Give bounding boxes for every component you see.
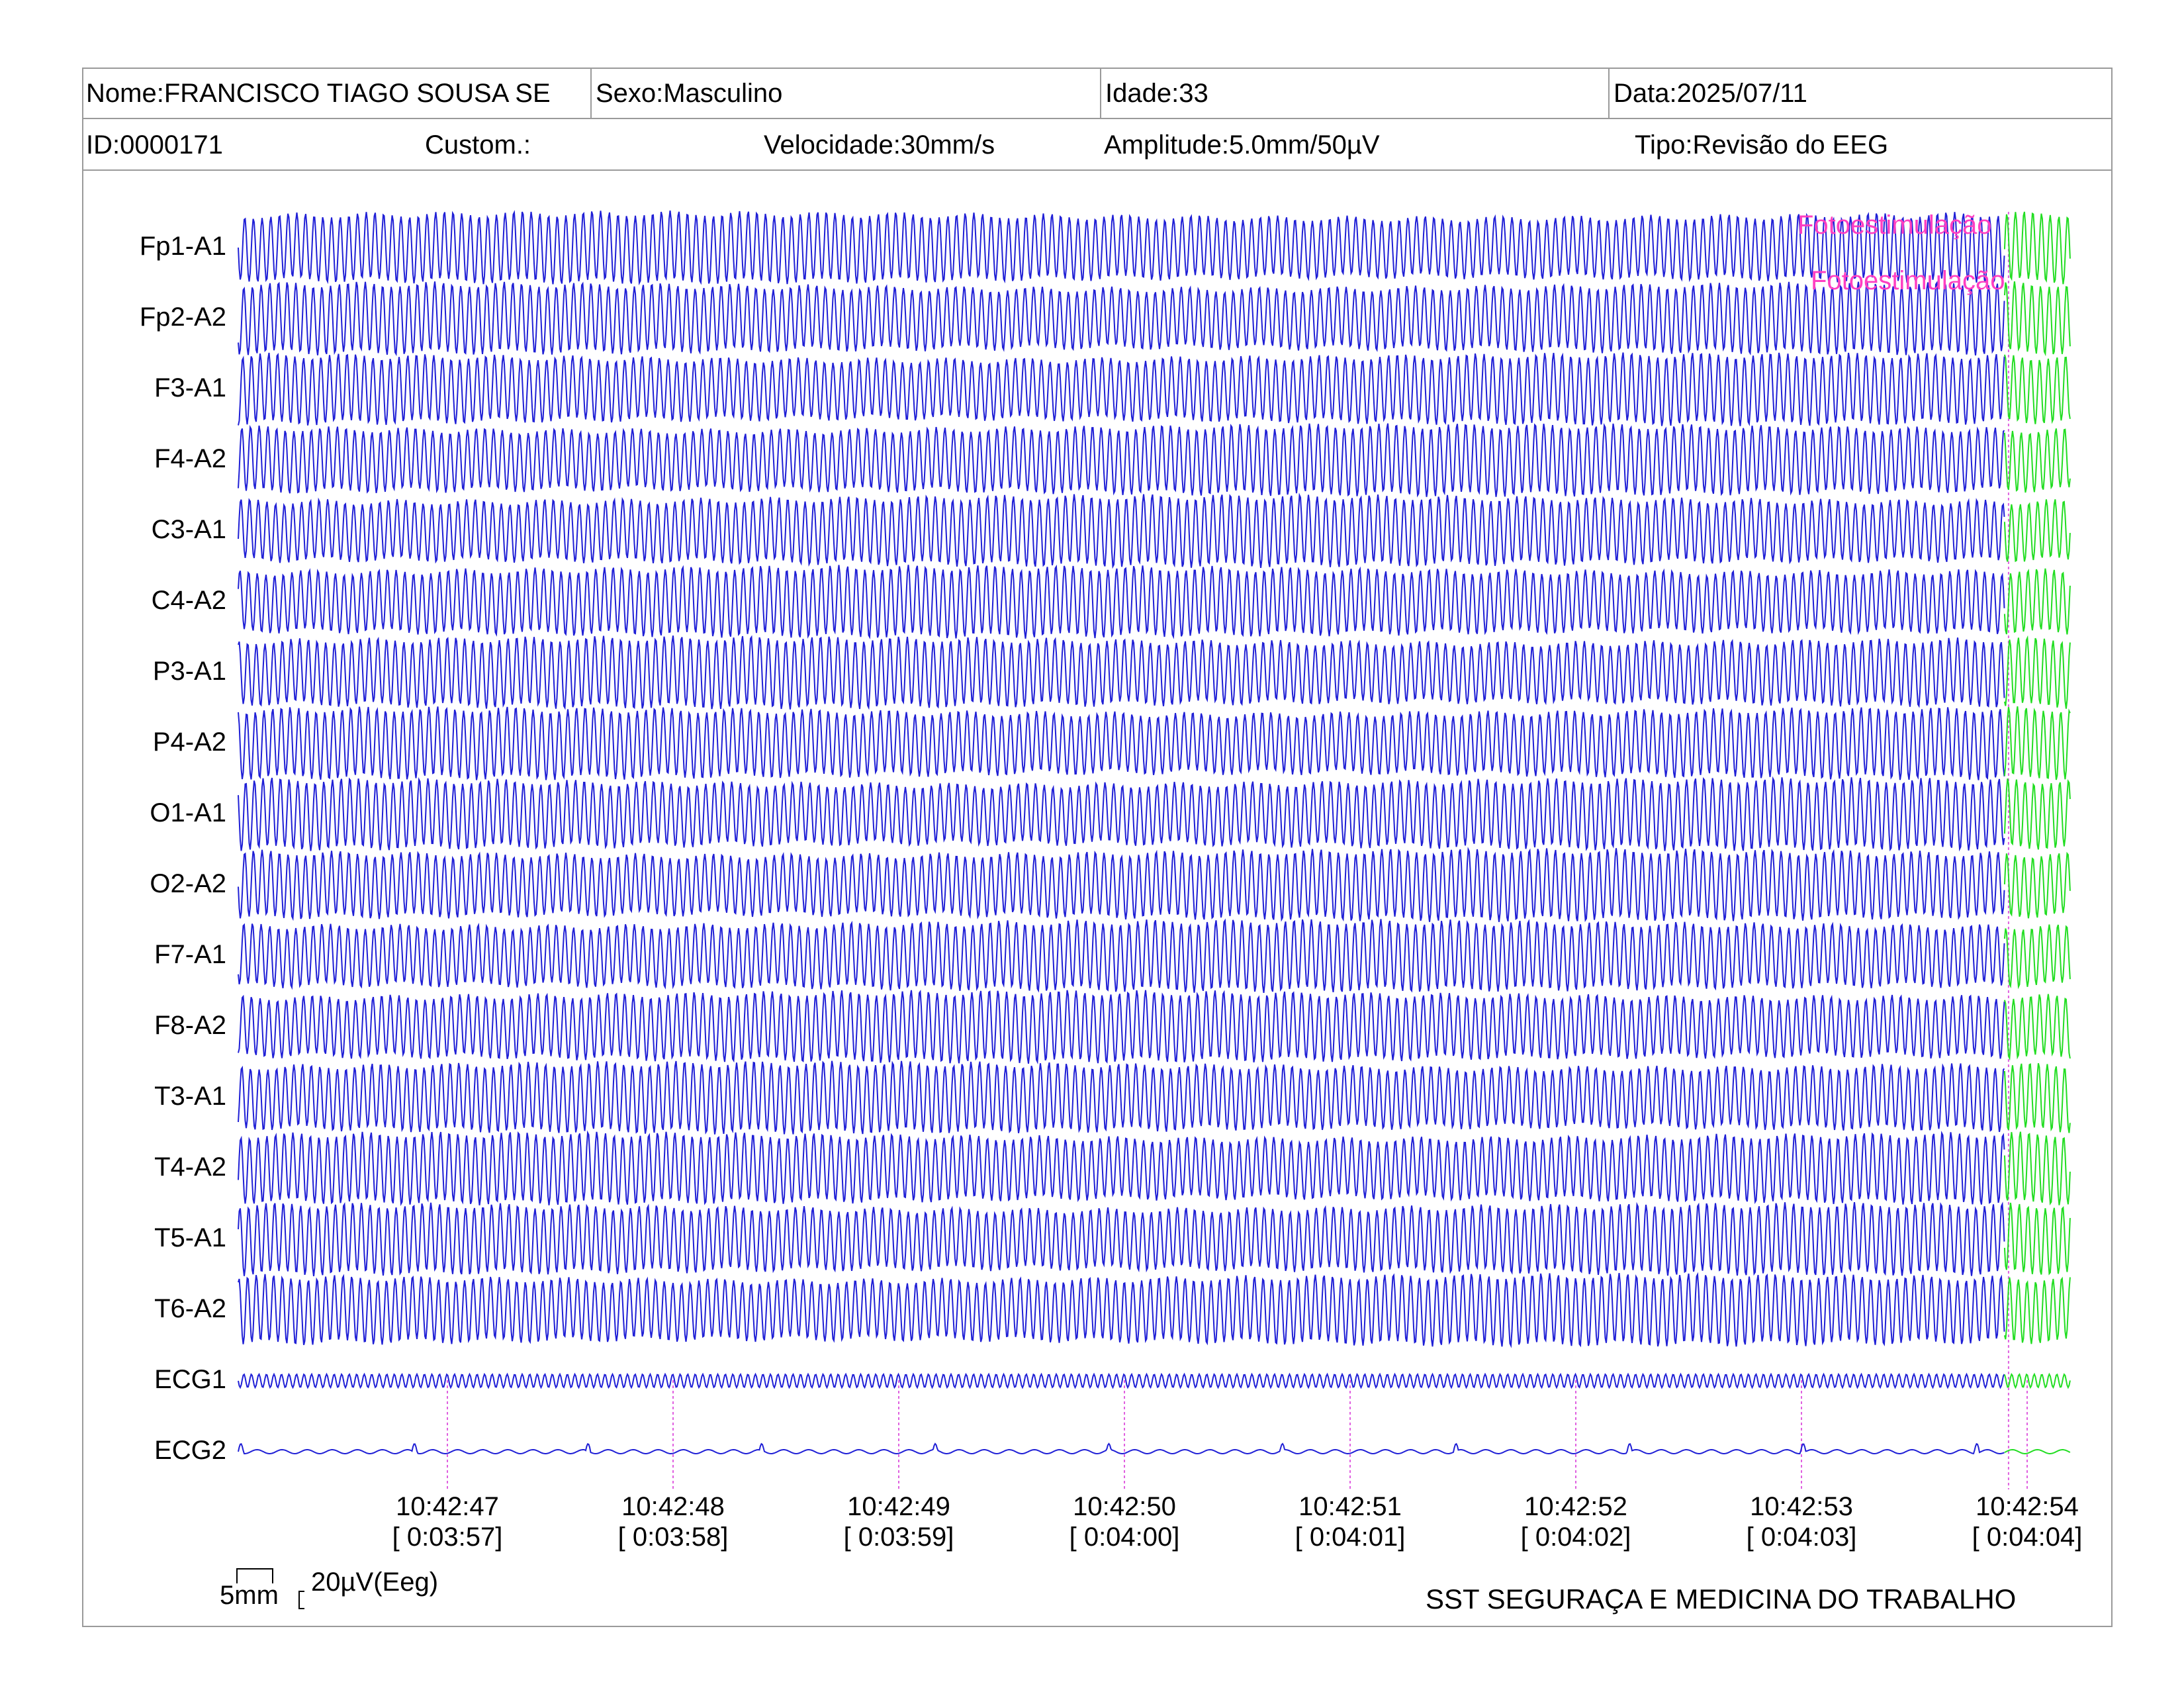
trace-o1-a1 [238, 776, 2005, 852]
channel-label: P3-A1 [152, 657, 226, 686]
channel-label: O1-A1 [150, 798, 226, 827]
elapsed-label: [ 0:04:04] [1972, 1523, 2083, 1552]
trace-photic-f4-a2 [2003, 428, 2071, 493]
trace-photic-c4-a2 [2003, 568, 2071, 635]
time-label: 10:42:50 [1073, 1492, 1176, 1521]
trace-photic-o2-a2 [2003, 851, 2071, 919]
trace-photic-ecg2 [2004, 1448, 2071, 1454]
patient-sex: Sexo:Masculino [590, 68, 1100, 119]
time-label: 10:42:53 [1750, 1492, 1853, 1521]
channel-label: P4-A2 [152, 727, 226, 757]
trace-t6-a2 [238, 1272, 2005, 1348]
time-label: 10:42:49 [847, 1492, 950, 1521]
channel-label: T3-A1 [154, 1082, 226, 1111]
trace-photic-o1-a1 [2003, 778, 2071, 850]
trace-photic-f7-a1 [2003, 924, 2071, 990]
trace-ecg1 [238, 1372, 2005, 1389]
trace-photic-c3-a1 [2003, 499, 2071, 563]
header-row-1: Nome:FRANCISCO TIAGO SOUSA SE Sexo:Mascu… [82, 68, 2113, 119]
trace-t4-a2 [238, 1130, 2005, 1207]
channel-label: F7-A1 [154, 940, 226, 969]
elapsed-label: [ 0:04:00] [1069, 1523, 1180, 1552]
patient-name: Nome:FRANCISCO TIAGO SOUSA SE [86, 79, 551, 108]
channel-label: Fp1-A1 [139, 232, 226, 261]
trace-photic-f3-a1 [2003, 354, 2071, 424]
footer-company: SST SEGURAÇA E MEDICINA DO TRABALHO [1426, 1583, 2017, 1615]
paper-speed: Velocidade:30mm/s [764, 130, 995, 160]
trace-photic-p4-a2 [2003, 706, 2071, 780]
channel-label: F3-A1 [154, 373, 226, 402]
elapsed-label: [ 0:03:57] [392, 1523, 503, 1552]
trace-fp1-a1 [238, 210, 2005, 286]
trace-t5-a1 [238, 1201, 2005, 1277]
trace-photic-t6-a2 [2003, 1276, 2071, 1344]
scale-bar-icon [236, 1568, 304, 1609]
trace-photic-t5-a1 [2003, 1202, 2071, 1276]
header-row-2: ID:0000171 Custom.: Velocidade:30mm/s Am… [82, 119, 2113, 171]
trace-ecg2 [238, 1442, 2005, 1455]
trace-fp2-a2 [238, 281, 2005, 357]
photic-annotation-1: Fotoestimulação [1797, 211, 1992, 240]
elapsed-label: [ 0:03:59] [843, 1523, 954, 1552]
elapsed-label: [ 0:03:58] [617, 1523, 729, 1552]
channel-label: ECG1 [154, 1365, 226, 1394]
time-label: 10:42:54 [1976, 1492, 2079, 1521]
scale-mm-label: 5mm [220, 1581, 279, 1610]
channel-label: T6-A2 [154, 1294, 226, 1323]
elapsed-label: [ 0:04:02] [1520, 1523, 1631, 1552]
trace-f8-a2 [238, 990, 2005, 1064]
trace-c3-a1 [238, 492, 2005, 569]
trace-photic-fp2-a2 [2003, 281, 2071, 357]
trace-o2-a2 [238, 847, 2005, 922]
trace-photic-f8-a2 [2003, 994, 2071, 1061]
custom-field: Custom.: [425, 130, 531, 160]
trace-c4-a2 [238, 564, 2005, 639]
channel-label: F8-A2 [154, 1011, 226, 1040]
time-label: 10:42:48 [621, 1492, 725, 1521]
trace-photic-ecg1 [2003, 1372, 2071, 1389]
channel-label: C3-A1 [151, 515, 226, 544]
channel-label: Fp2-A2 [139, 303, 226, 332]
channel-label: F4-A2 [154, 444, 226, 473]
photic-annotation-2: Fotoestimulação [1811, 266, 2005, 295]
record-date: Data:2025/07/11 [1608, 68, 2113, 119]
record-type: Tipo:Revisão do EEG [1635, 130, 1889, 160]
patient-age: Idade:33 [1100, 68, 1608, 119]
trace-photic-fp1-a1 [2003, 211, 2071, 285]
trace-photic-p3-a1 [2003, 635, 2071, 709]
elapsed-label: [ 0:04:01] [1295, 1523, 1406, 1552]
time-label: 10:42:51 [1298, 1492, 1402, 1521]
trace-f7-a1 [238, 918, 2005, 994]
trace-photic-t4-a2 [2003, 1131, 2071, 1205]
trace-p4-a2 [238, 706, 2005, 780]
elapsed-label: [ 0:04:03] [1746, 1523, 1857, 1552]
amplitude-setting: Amplitude:5.0mm/50µV [1104, 130, 1380, 160]
trace-f4-a2 [238, 422, 2005, 498]
time-label: 10:42:52 [1524, 1492, 1627, 1521]
patient-id: ID:0000171 [86, 130, 223, 160]
scale-uv-label: 20µV(Eeg) [311, 1568, 439, 1597]
trace-p3-a1 [238, 635, 2005, 710]
trace-f3-a1 [238, 352, 2005, 426]
channel-label: C4-A2 [151, 586, 226, 615]
channel-label: T4-A2 [154, 1152, 226, 1182]
time-label: 10:42:47 [396, 1492, 499, 1521]
page-frame [82, 68, 2113, 1627]
trace-t3-a1 [238, 1060, 2005, 1135]
channel-label: O2-A2 [150, 869, 226, 898]
channel-label: T5-A1 [154, 1223, 226, 1252]
trace-photic-t3-a1 [2003, 1062, 2071, 1133]
channel-label: ECG2 [154, 1436, 226, 1465]
